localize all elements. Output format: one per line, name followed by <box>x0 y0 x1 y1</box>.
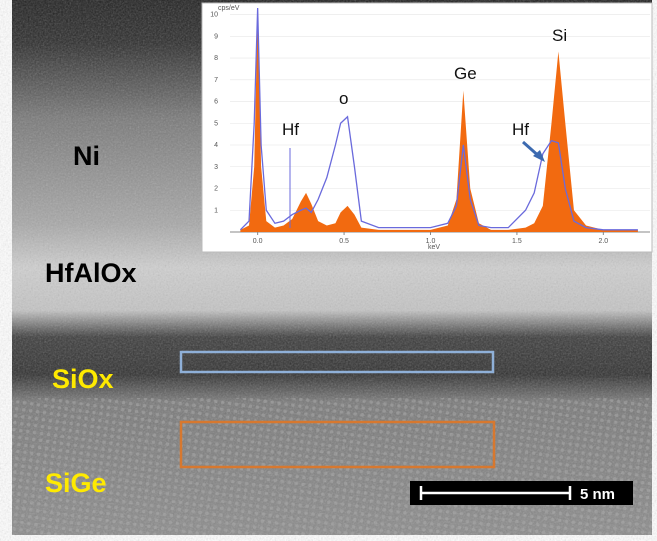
y-tick-label: 6 <box>214 99 218 106</box>
x-tick-label: 0.5 <box>339 238 349 245</box>
scale-bar <box>419 486 572 500</box>
spectrum-area <box>240 8 638 232</box>
y-tick-label: 10 <box>210 12 218 19</box>
y-tick-label: 5 <box>214 120 218 127</box>
layer-label: Ni <box>73 141 100 171</box>
spectrum-line <box>239 8 638 231</box>
peak-label: Ge <box>454 64 477 83</box>
y-tick-label: 8 <box>214 55 218 62</box>
x-axis-label: keV <box>428 244 440 251</box>
x-tick-label: 1.5 <box>512 238 522 245</box>
y-tick-label: 2 <box>214 186 218 193</box>
hf-arrowhead <box>533 150 545 162</box>
peak-label: Hf <box>282 120 299 139</box>
y-axis-label: cps/eV <box>218 5 240 12</box>
x-tick-label: 2.0 <box>598 238 608 245</box>
spectrum: cps/eV keV 1 2 3 4 5 6 7 8 9 10 0.0 0.5 1.0 1.5 2.0 Hf o… <box>201 2 653 253</box>
peak-label: o <box>339 89 348 108</box>
layer-label: HfAlOx <box>45 258 137 288</box>
peak-label: Hf <box>512 120 529 139</box>
y-tick-label: 7 <box>214 77 218 84</box>
y-tick-label: 4 <box>214 142 218 149</box>
x-tick-label: 0.0 <box>253 238 263 245</box>
y-tick-label: 9 <box>214 33 218 40</box>
peak-label: Si <box>552 26 567 45</box>
scale-bar-label: 5 nm <box>580 486 615 503</box>
sioX-region <box>179 350 495 374</box>
y-tick-label: 1 <box>214 207 218 214</box>
y-tick-label: 3 <box>214 164 218 171</box>
sige-region <box>179 420 496 469</box>
x-tick-label: 1.0 <box>426 238 436 245</box>
layer-label: SiOx <box>52 364 114 394</box>
layer-label: SiGe <box>45 468 107 498</box>
